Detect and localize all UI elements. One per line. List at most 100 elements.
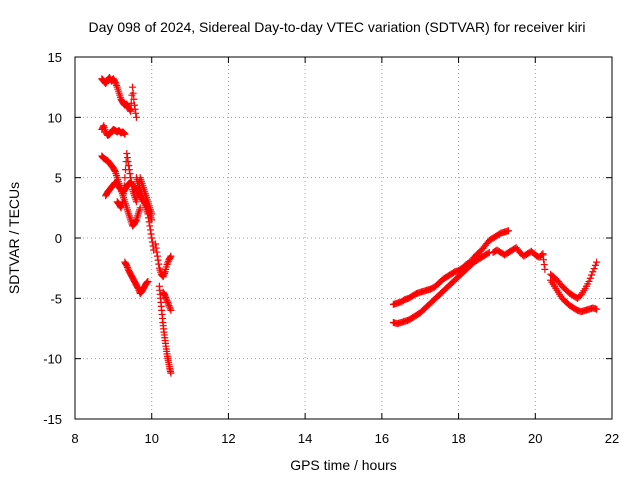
data-point <box>585 277 593 285</box>
data-point <box>159 273 167 281</box>
data-point <box>541 265 549 273</box>
y-axis-label: SDTVAR / TECUs <box>6 182 22 294</box>
data-point <box>591 261 599 269</box>
data-point <box>586 274 594 282</box>
data-point <box>132 109 140 117</box>
data-point <box>113 82 121 90</box>
data-point <box>154 256 162 264</box>
data-point <box>123 150 131 158</box>
data-point <box>589 268 597 276</box>
axis-ticks: 8 10 12 14 16 18 20 22 -15 -10 -5 0 5 10 15 <box>43 50 619 446</box>
data-point <box>120 129 128 137</box>
data-point <box>162 295 170 303</box>
series-arc-p <box>539 251 549 273</box>
x-tick-label: 14 <box>298 431 312 446</box>
data-point <box>131 105 139 113</box>
data-point <box>111 78 119 86</box>
data-point <box>112 80 120 88</box>
data-point <box>121 130 129 138</box>
data-point <box>145 214 153 222</box>
data-point <box>123 262 131 270</box>
x-tick-label: 16 <box>375 431 389 446</box>
data-point <box>119 198 127 206</box>
data-point <box>166 253 174 261</box>
data-point <box>143 278 151 286</box>
series-arc-n <box>547 276 601 316</box>
data-point <box>111 166 119 174</box>
data-point <box>120 182 128 190</box>
data-point <box>153 252 161 260</box>
data-point <box>161 292 169 300</box>
data-point <box>155 260 163 268</box>
data-point <box>166 303 174 311</box>
data-point <box>162 294 170 302</box>
y-tick-label: 0 <box>55 231 62 246</box>
data-point <box>540 256 548 264</box>
series-arc-m <box>489 244 547 261</box>
data-point <box>126 106 134 114</box>
series-arc-h <box>152 240 175 281</box>
y-tick-label: -10 <box>43 352 62 367</box>
series-arc-l <box>389 248 493 328</box>
data-point <box>167 369 175 377</box>
data-point <box>129 89 137 97</box>
data-point <box>165 302 173 310</box>
data-point <box>147 230 155 238</box>
data-point <box>144 210 152 218</box>
data-point <box>132 113 140 121</box>
data-point <box>163 297 171 305</box>
grid-lines <box>75 57 612 419</box>
data-point <box>120 190 128 198</box>
data-point <box>164 259 172 267</box>
data-point <box>130 101 138 109</box>
data-points <box>98 74 601 377</box>
x-tick-label: 12 <box>221 431 235 446</box>
data-point <box>504 227 512 235</box>
data-point <box>125 166 133 174</box>
y-tick-label: 10 <box>48 110 62 125</box>
series-arc-i <box>155 282 175 377</box>
data-point <box>146 226 154 234</box>
data-point <box>153 248 161 256</box>
series-arc-o <box>547 258 601 302</box>
data-point <box>143 279 151 287</box>
data-point <box>124 158 132 166</box>
data-point <box>164 298 172 306</box>
data-point <box>167 306 175 314</box>
data-point <box>146 222 154 230</box>
series-arc-b <box>98 122 129 139</box>
series-arc-g <box>121 258 152 298</box>
data-point <box>148 234 156 242</box>
series-arc-f <box>132 174 158 254</box>
data-point <box>123 154 131 162</box>
data-point <box>127 107 135 115</box>
data-point <box>144 277 152 285</box>
x-tick-label: 10 <box>144 431 158 446</box>
data-point <box>161 269 168 277</box>
data-point <box>593 305 601 313</box>
x-tick-label: 18 <box>451 431 465 446</box>
chart-title: Day 098 of 2024, Sidereal Day-to-day VTE… <box>89 19 586 35</box>
data-point <box>160 271 168 279</box>
data-point <box>593 258 601 266</box>
x-tick-label: 22 <box>605 431 619 446</box>
data-point <box>152 240 160 248</box>
data-point <box>127 178 135 186</box>
data-point <box>590 265 598 273</box>
data-point <box>539 251 547 259</box>
y-tick-label: 5 <box>55 171 62 186</box>
series-arc-k <box>389 227 512 308</box>
data-point <box>167 252 175 260</box>
series-arc-a <box>98 74 140 121</box>
data-point <box>484 249 492 257</box>
x-axis-label: GPS time / hours <box>290 457 397 473</box>
y-tick-label: 15 <box>48 50 62 65</box>
data-point <box>123 263 131 271</box>
data-point <box>152 244 160 252</box>
data-point <box>163 261 171 269</box>
data-point <box>166 305 174 313</box>
data-point <box>145 218 153 226</box>
data-point <box>164 300 172 308</box>
data-point <box>129 83 137 91</box>
